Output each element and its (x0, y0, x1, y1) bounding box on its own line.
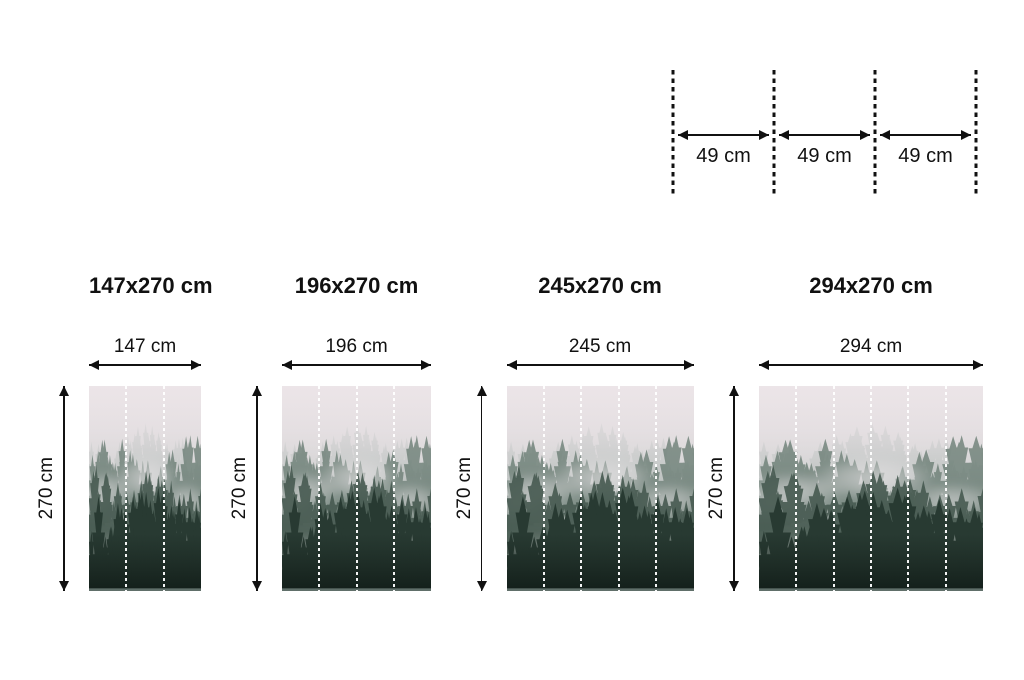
panel-seam-line (870, 386, 872, 591)
height-dimension-arrow (57, 386, 71, 591)
double-arrow-icon (59, 386, 68, 591)
height-dimension-arrow (727, 386, 741, 591)
wallpaper-preview-photo (759, 386, 983, 591)
wallpaper-preview-photo (89, 386, 201, 591)
width-dimension-label: 147 cm (113, 336, 177, 357)
panel-width-label: 49 cm (797, 145, 852, 167)
height-dimension-label: 270 cm (229, 457, 250, 520)
double-arrow-icon (506, 360, 694, 369)
panel-width-diagram: 49 cm 49 cm 49 cm (671, 70, 978, 196)
double-arrow-icon (729, 386, 738, 591)
foggy-forest-image (507, 386, 694, 591)
panel-seam-line (318, 386, 321, 591)
panel-width-arrow (779, 130, 870, 140)
height-dimension-label: 270 cm (706, 457, 727, 520)
panel-seam-line (355, 386, 358, 591)
panel-width-arrow (880, 130, 971, 140)
size-variant: 245x270 cm 245 cm 270 cm (453, 272, 694, 591)
size-variant: 147x270 cm 147 cm 270 cm (36, 272, 213, 591)
panel-seam-line (162, 386, 165, 591)
double-arrow-icon (678, 130, 769, 139)
size-variant-title: 147x270 cm (89, 273, 213, 298)
panel-seam-line (907, 386, 910, 591)
panel-width-label: 49 cm (898, 145, 953, 167)
wallpaper-preview-photo (507, 386, 694, 591)
panel-seam-line (542, 386, 545, 591)
panel-seam-line (795, 386, 798, 591)
panel-seam-line (655, 386, 658, 591)
width-dimension-arrow (506, 360, 694, 370)
size-variant-title: 294x270 cm (809, 273, 933, 298)
size-variant-title: 196x270 cm (294, 273, 419, 298)
panel-seam-line (617, 386, 620, 591)
panel-seam-line (125, 386, 128, 591)
height-dimension-arrow (250, 386, 264, 591)
width-dimension-label: 196 cm (325, 336, 388, 357)
size-variant: 294x270 cm 294 cm 270 cm (706, 272, 983, 591)
double-arrow-icon (89, 360, 201, 369)
panel-seam-line (392, 386, 395, 591)
height-dimension-label: 270 cm (453, 457, 475, 520)
panel-width-segment: 49 cm (774, 70, 875, 196)
double-arrow-icon (282, 360, 431, 369)
panel-seam-line (944, 386, 947, 591)
foggy-forest-image (89, 386, 201, 591)
height-dimension-label: 270 cm (36, 457, 57, 520)
panel-seam-line (580, 386, 583, 591)
dashed-panel-line (772, 70, 776, 196)
double-arrow-icon (779, 130, 870, 139)
panel-width-arrow (678, 130, 769, 140)
width-dimension-arrow (282, 360, 431, 370)
panel-width-label: 49 cm (696, 145, 751, 167)
size-variant-title: 245x270 cm (538, 273, 662, 298)
width-dimension-arrow (759, 360, 983, 370)
dashed-panel-line (671, 70, 675, 196)
wallpaper-preview-photo (282, 386, 431, 591)
dashed-panel-line (873, 70, 877, 196)
width-dimension-label: 294 cm (839, 336, 903, 357)
double-arrow-icon (880, 130, 971, 139)
width-dimension-label: 245 cm (568, 336, 632, 357)
double-arrow-icon (477, 386, 486, 591)
panel-width-segment: 49 cm (673, 70, 774, 196)
height-dimension-arrow (475, 386, 489, 591)
double-arrow-icon (252, 386, 261, 591)
double-arrow-icon (759, 360, 983, 369)
width-dimension-arrow (89, 360, 201, 370)
panel-seam-line (832, 386, 835, 591)
dashed-panel-line (974, 70, 978, 196)
size-variant: 196x270 cm 196 cm 270 cm (229, 272, 431, 591)
panel-width-segment: 49 cm (875, 70, 976, 196)
